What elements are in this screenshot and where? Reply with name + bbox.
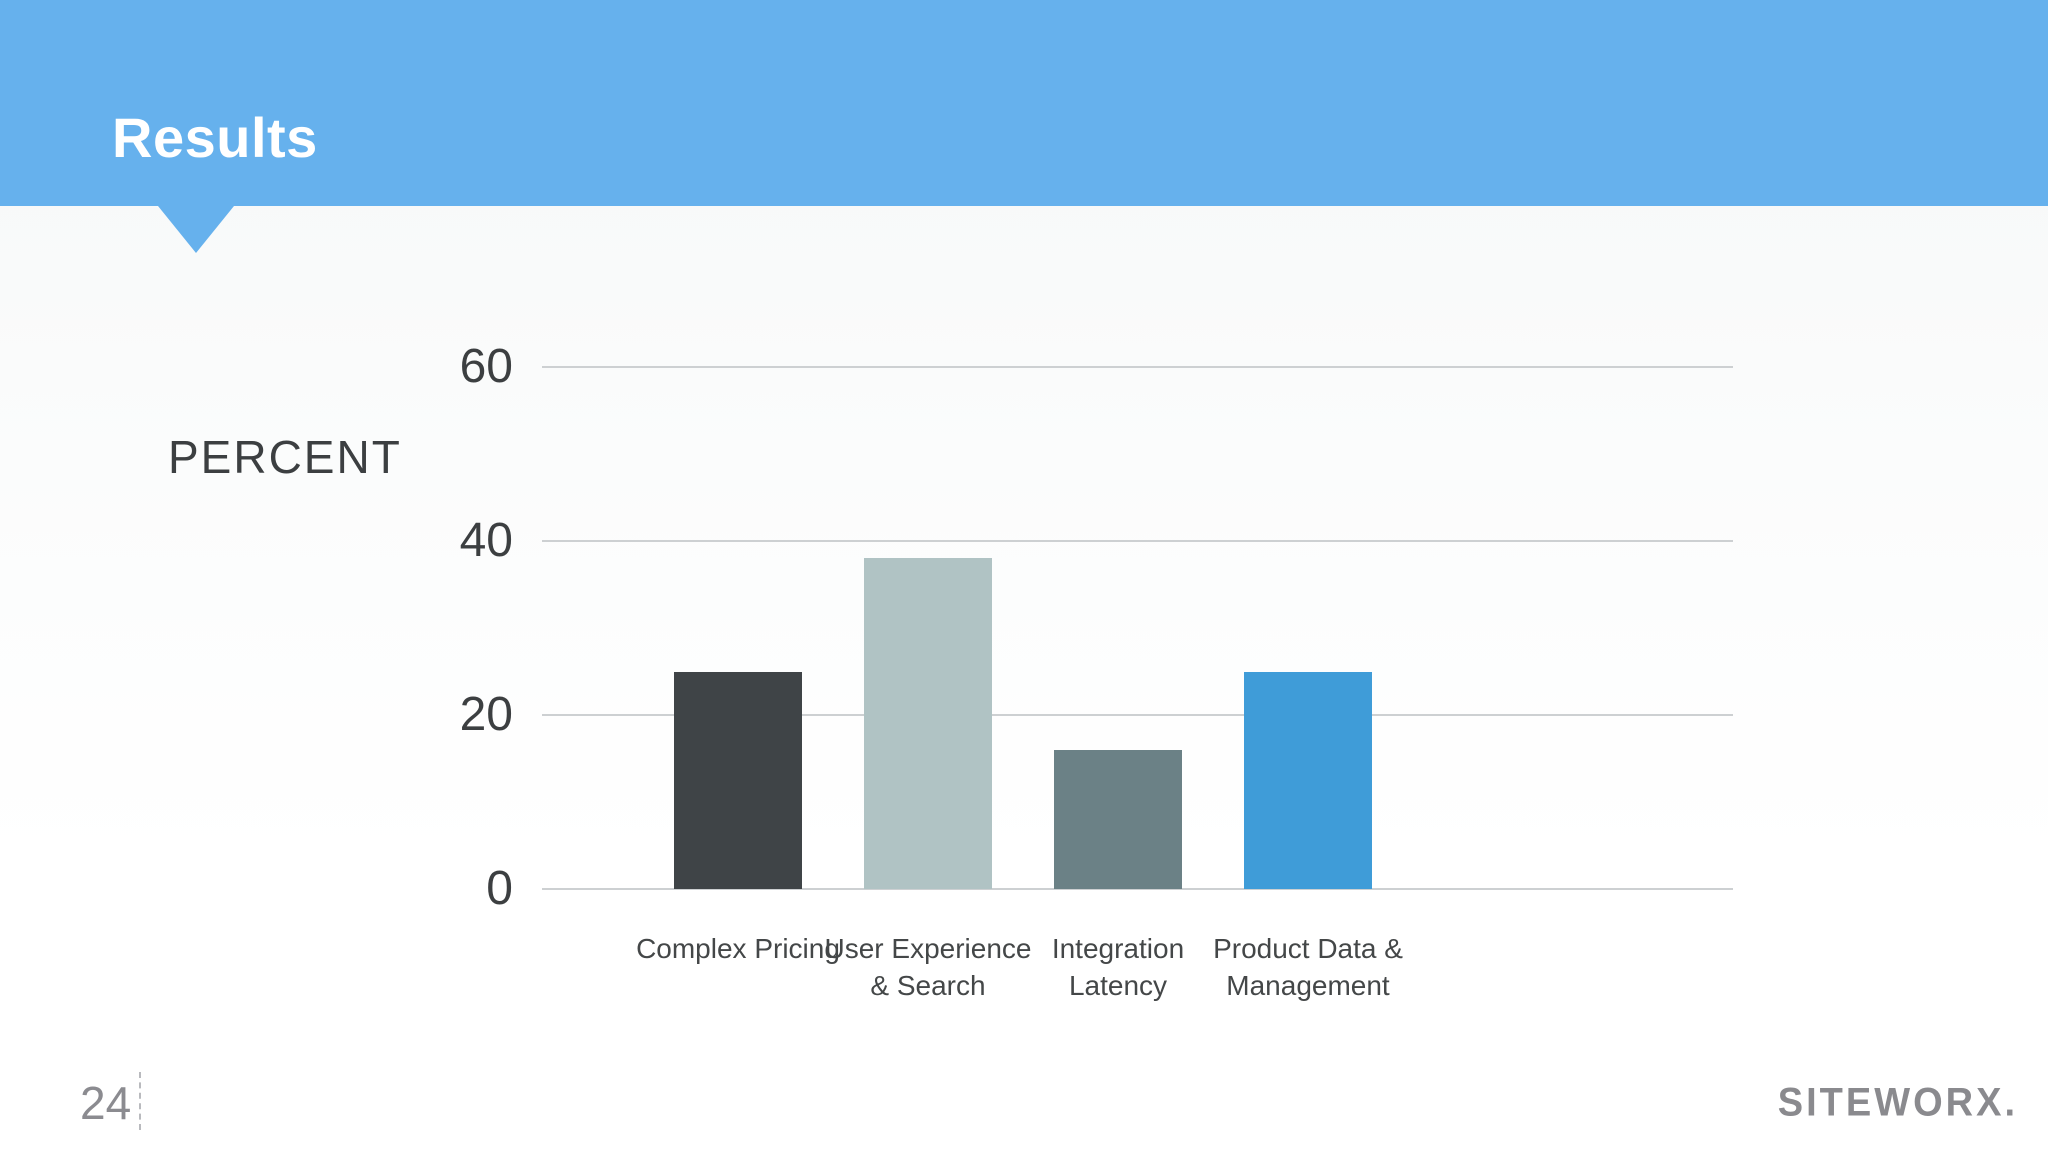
header-banner-tail [158, 206, 234, 253]
brand-logo: SITEWORX. [1777, 1080, 2018, 1126]
y-tick-20: 20 [459, 688, 513, 741]
slide-title: Results [112, 105, 318, 169]
y-tick-60: 60 [459, 340, 513, 393]
x-category-label-1: User Experience & Search [824, 933, 1032, 1001]
bar-0 [674, 671, 802, 889]
x-category-label-3: Product Data & Management [1213, 933, 1403, 1001]
x-category-label-0: Complex Pricing [636, 933, 840, 964]
y-axis-label: PERCENT [168, 431, 402, 483]
header-banner [0, 0, 2048, 206]
y-tick-40: 40 [459, 514, 513, 567]
y-tick-0: 0 [486, 862, 513, 915]
bar-3 [1244, 671, 1372, 889]
gridline-40 [542, 540, 1733, 542]
footer-divider [139, 1072, 141, 1130]
x-category-label-2: Integration Latency [1051, 933, 1185, 1001]
gridline-60 [542, 366, 1733, 368]
bar-2 [1054, 749, 1182, 889]
gridline-0 [542, 888, 1733, 890]
bar-1 [864, 558, 992, 889]
gridline-20 [542, 714, 1733, 716]
page-number: 24 [80, 1077, 132, 1129]
